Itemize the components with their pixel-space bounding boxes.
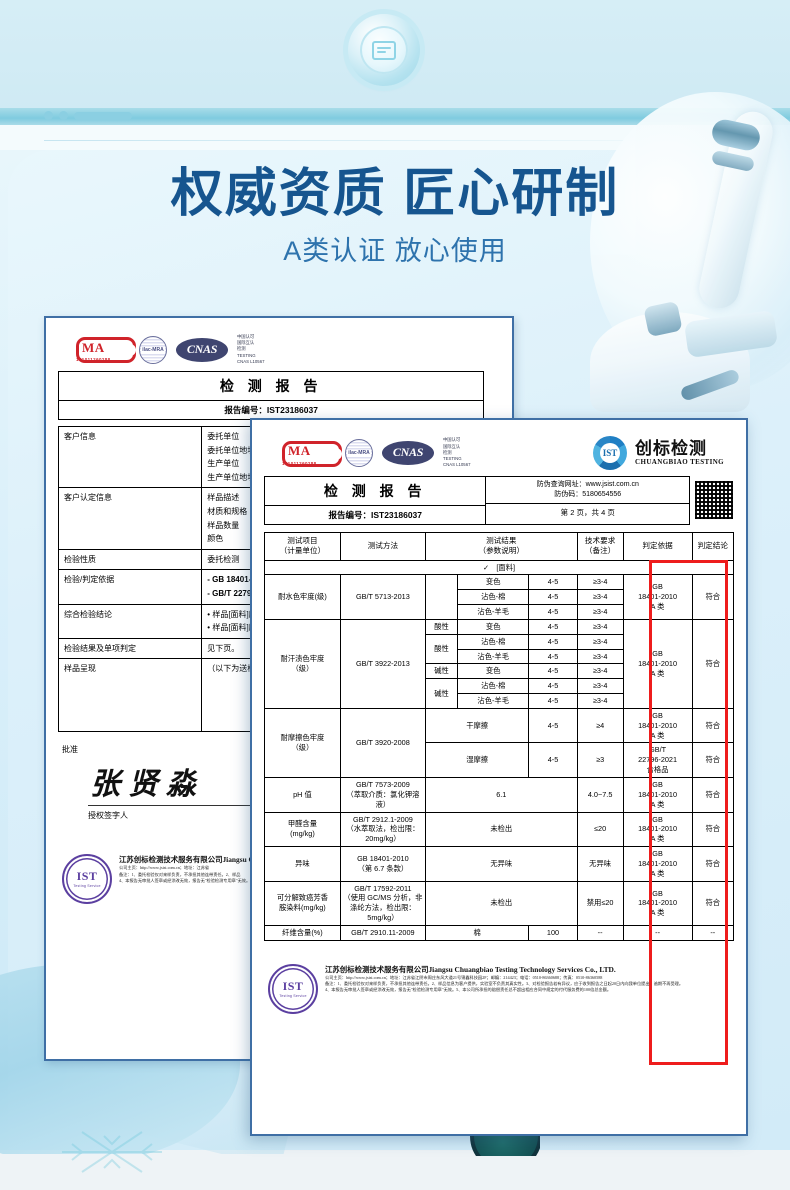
report-document-page2[interactable]: MA 171011260288 ilac-MRA CNAS 中国认可 国际互认 … xyxy=(250,418,748,1136)
badge-line xyxy=(377,46,391,49)
badge-document-glyph xyxy=(372,40,396,60)
document-footer: IST Testing Service 江苏创标检测技术服务有限公司Jiangsu… xyxy=(264,957,734,1014)
cma-mark-icon: MA 171011260288 xyxy=(282,440,342,467)
cnas-side-text: 中国认可 国际互认 检测 TESTING CNAS L10567 xyxy=(237,334,265,364)
bg-accent-bar xyxy=(0,108,790,125)
page-subtitle: A类认证 放心使用 xyxy=(283,236,507,267)
report-title: 检 测 报 告 xyxy=(59,372,484,402)
hero-section: 权威资质 匠心研制 A类认证 放心使用 xyxy=(0,165,790,268)
document-badge-icon xyxy=(348,14,420,86)
report-number: 报告编号：IST23186037 xyxy=(224,405,318,416)
brand-name-en: CHUANGBIAO TESTING xyxy=(635,457,724,466)
footer-company: 江苏创标检测技术服务有限公司Jiangsu Chuangbiao Testing… xyxy=(325,964,616,974)
approval-signature-area: 批准 张贤淼 授权签字人 xyxy=(58,732,500,821)
report-header-block: 检 测 报 告 报告编号：IST23186037 xyxy=(58,371,485,421)
window-divider xyxy=(44,140,744,141)
table-row: 耐汗渍色牢度 （级） GB/T 3922-2013 酸性 变色 4-5 ≥3-4… xyxy=(264,618,735,709)
table-row: 耐摩擦色牢度 （级） GB/T 3920-2008 干摩擦 4-5 ≥4 GB … xyxy=(264,707,735,779)
badge-inner-ring xyxy=(360,26,408,74)
microscope-illustration xyxy=(560,92,790,422)
table-header-row: 测试项目 （计量单位） 测试方法 测试结果 （参数说明） 技术要求 （备注） 判… xyxy=(264,532,735,561)
report-title: 检 测 报 告 xyxy=(265,477,486,506)
report-number: 报告编号：IST23186037 xyxy=(328,510,423,520)
table-row: 耐水色牢度(级) GB/T 5713-2013 变色 4-5 ≥3-4 GB 1… xyxy=(264,574,735,620)
footer-company: 江苏创标检测技术服务有限公司Jiangsu Chua xyxy=(119,855,266,865)
table-row: 湿摩擦 4-5 ≥3 GB/T 22796-2021 合格品 符合 xyxy=(265,742,735,778)
table-row: 沾色-羊毛 4-5 ≥3-4 xyxy=(265,693,734,709)
table-row: 酸性 沾色-棉 4-5 ≥3-4 xyxy=(265,633,734,665)
bg-bottom-strip xyxy=(0,1150,790,1190)
ist-seal-icon: IST Testing Service xyxy=(268,963,318,1014)
table-row: 沾色-羊毛 4-5 ≥3-4 xyxy=(265,604,734,620)
cma-mark-icon: MA 171011260288 xyxy=(76,337,136,364)
cnas-side-text: 中国认可 国际互认 检测 TESTING CNAS L10567 xyxy=(443,437,471,468)
window-controls xyxy=(44,111,132,120)
page-indicator: 第 2 页，共 4 页 xyxy=(560,508,615,518)
brand-logo: IST 创标检测 CHUANGBIAO TESTING xyxy=(593,436,732,470)
report-header-block: 检 测 报 告 报告编号：IST23186037 防伪查询网址：www.jsis… xyxy=(264,474,734,525)
window-address-pill xyxy=(74,111,132,120)
table-row: pH 值 GB/T 7573-2009 （萃取介质：氯化钾溶液） 6.1 4.0… xyxy=(264,777,735,813)
cnas-mark-icon: CNAS xyxy=(382,440,434,466)
table-row: 沾色-羊毛 4-5 ≥3-4 xyxy=(265,648,734,665)
signature-text: 张贤淼 xyxy=(90,767,204,803)
page-title: 权威资质 匠心研制 xyxy=(170,165,620,223)
table-row: 纤维含量(%) GB/T 2910.11-2009 棉 100 -- -- -- xyxy=(264,924,735,941)
accreditation-marks: MA 171011260288 ilac-MRA CNAS 中国认可 国际互认 … xyxy=(264,430,734,474)
signature-caption: 授权签字人 xyxy=(88,811,128,821)
table-row: 碱性 沾色-棉 4-5 ≥3-4 xyxy=(265,678,734,709)
table-row: 可分解致癌芳香 胺染料(mg/kg) GB/T 17592-2011 （使用 G… xyxy=(264,880,735,926)
document-footer: IST Testing Service 江苏创标检测技术服务有限公司Jiangsu… xyxy=(58,847,500,905)
brand-name-cn: 创标检测 xyxy=(635,438,708,458)
qr-code-icon[interactable] xyxy=(694,479,734,520)
table-row: 沾色-棉 4-5 ≥3-4 xyxy=(265,589,734,606)
ist-logo-icon: IST xyxy=(593,436,628,470)
table-row: 甲醛含量 (mg/kg) GB/T 2912.1-2009 （水萃取法，检出限：… xyxy=(264,811,735,848)
ilac-mra-mark-icon: ilac-MRA xyxy=(139,335,167,364)
table-row: 异味 GB 18401-2010 （第 6.7 条款） 无异味 无异味 GB 1… xyxy=(264,846,735,882)
ilac-mra-mark-icon: ilac-MRA xyxy=(345,439,373,467)
table-row: 碱性 变色 4-5 ≥3-4 xyxy=(265,663,734,680)
window-dot-icon xyxy=(44,111,53,120)
anti-counterfeit-info: 防伪查询网址：www.jsist.com.cn 防伪码：5180654556 xyxy=(486,477,689,505)
cnas-mark-icon: CNAS xyxy=(176,337,228,363)
badge-line xyxy=(377,51,386,54)
accreditation-marks: MA 171011260288 ilac-MRA CNAS 中国认可 国际互认 … xyxy=(58,328,500,369)
approval-label: 批准 xyxy=(62,745,78,755)
window-dot-icon xyxy=(59,111,68,120)
snowflake-icon xyxy=(62,1131,162,1173)
ist-seal-icon: IST Testing Service xyxy=(62,854,112,905)
test-results-table: 测试项目 （计量单位） 测试方法 测试结果 （参数说明） 技术要求 （备注） 判… xyxy=(264,532,735,941)
signature-rule xyxy=(88,805,278,807)
table-section-row: ✓ [面料] xyxy=(264,559,734,576)
